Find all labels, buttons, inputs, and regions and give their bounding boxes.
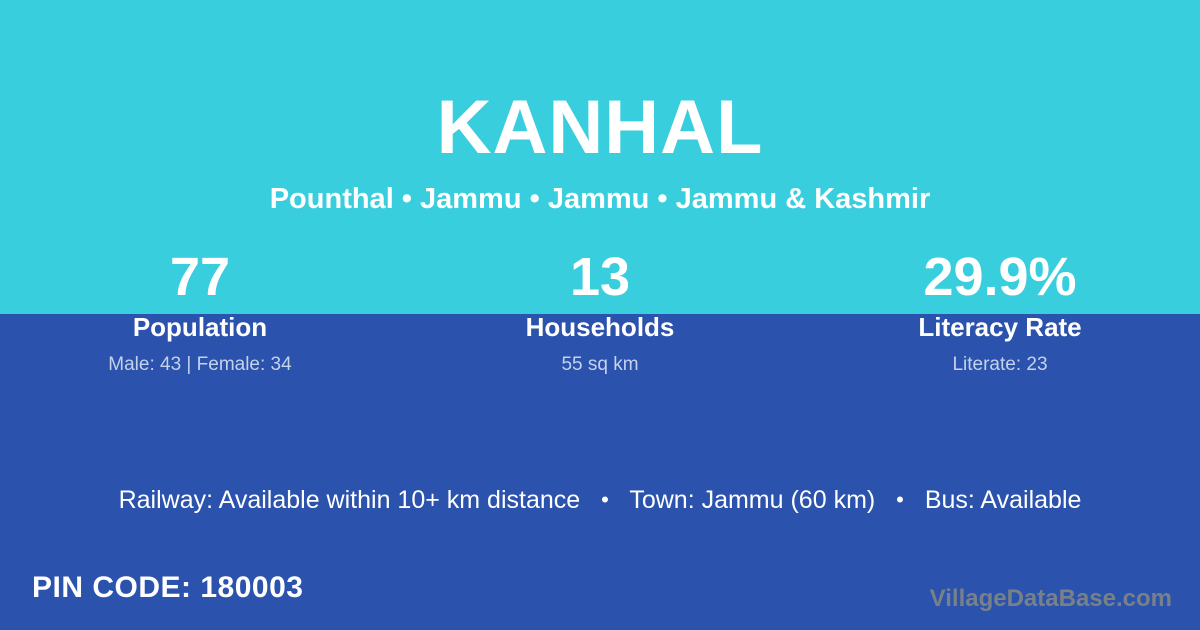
literacy-rate-detail: Literate: 23 — [952, 354, 1048, 375]
households-detail: 55 sq km — [561, 354, 639, 375]
stat-households: 13 Households 55 sq km — [400, 248, 800, 376]
top-band — [0, 0, 1200, 314]
transport-info-line: Railway: Available within 10+ km distanc… — [0, 483, 1200, 517]
location-breadcrumb: Pounthal • Jammu • Jammu • Jammu & Kashm… — [269, 183, 931, 215]
households-label: Households — [525, 312, 675, 342]
pin-code: PIN CODE: 180003 — [32, 571, 304, 604]
site-watermark: VillageDataBase.com — [929, 585, 1172, 612]
population-detail: Male: 43 | Female: 34 — [108, 354, 292, 375]
population-value: 77 — [169, 247, 231, 307]
railway-info: Railway: Available within 10+ km distanc… — [118, 486, 581, 514]
bus-info: Bus: Available — [924, 486, 1082, 514]
separator-dot: • — [601, 487, 609, 512]
population-label: Population — [132, 312, 268, 342]
separator-dot: • — [896, 487, 904, 512]
stat-literacy-rate: 29.9% Literacy Rate Literate: 23 — [800, 248, 1200, 376]
bottom-band — [0, 314, 1200, 630]
literacy-rate-label: Literacy Rate — [918, 312, 1082, 342]
town-info: Town: Jammu (60 km) — [629, 486, 876, 514]
village-title: KANHAL — [436, 85, 764, 170]
literacy-rate-value: 29.9% — [923, 247, 1077, 307]
households-value: 13 — [569, 247, 631, 307]
stat-population: 77 Population Male: 43 | Female: 34 — [0, 248, 400, 376]
